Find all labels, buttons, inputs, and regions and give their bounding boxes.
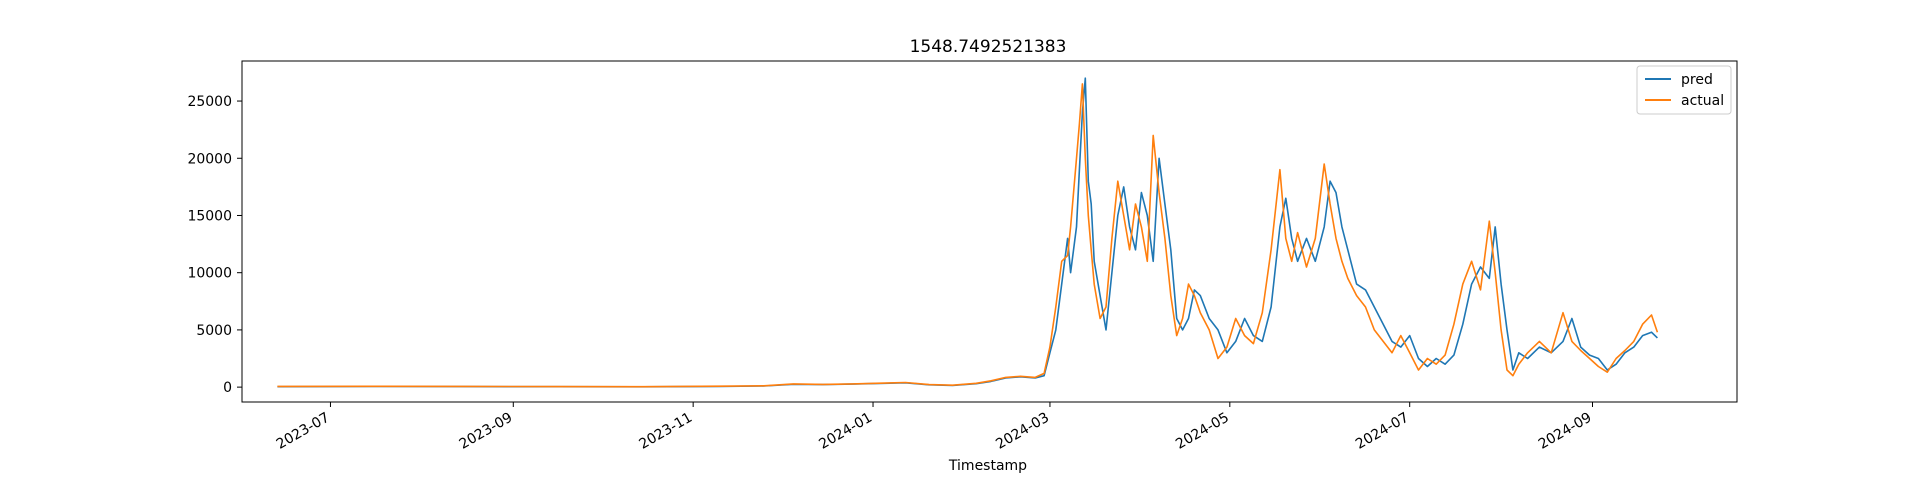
axes-frame bbox=[241, 60, 1738, 403]
x-axis-label: Timestamp bbox=[948, 458, 1027, 474]
y-tick-label: 25000 bbox=[187, 94, 232, 110]
chart-title: 1548.7492521383 bbox=[910, 37, 1067, 57]
y-tick-label: 15000 bbox=[187, 208, 232, 224]
y-tick-label: 20000 bbox=[187, 151, 232, 167]
legend-label-pred: pred bbox=[1681, 72, 1713, 88]
series-line-actual bbox=[277, 83, 1659, 388]
y-tick-label: 10000 bbox=[187, 266, 232, 282]
legend-label-actual: actual bbox=[1681, 93, 1724, 109]
y-tick-label: 5000 bbox=[196, 323, 232, 339]
y-tick-label: 0 bbox=[223, 380, 232, 396]
